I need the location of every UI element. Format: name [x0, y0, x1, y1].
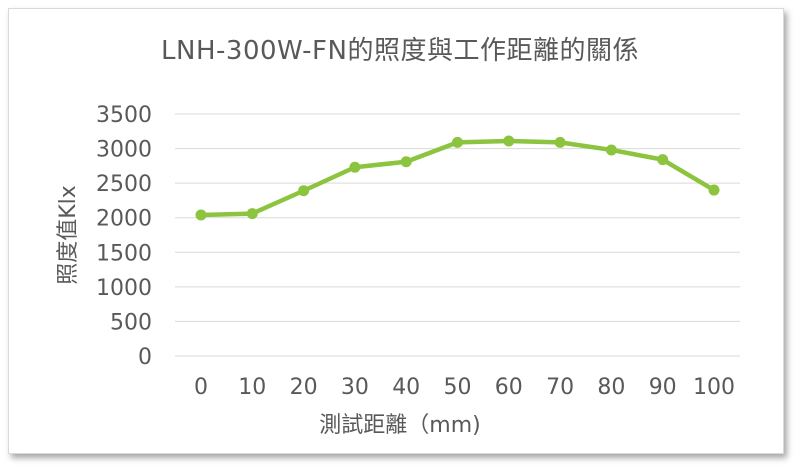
x-tick-label: 70: [546, 375, 574, 400]
y-axis-title: 照度值Klx: [56, 185, 81, 285]
x-tick-labels: 0 10 20 30 40 50 60 70 80 90 100: [194, 375, 735, 400]
data-point: [400, 156, 412, 168]
data-point: [298, 185, 310, 197]
x-tick-label: 90: [649, 375, 677, 400]
y-tick-label: 3000: [96, 138, 152, 163]
x-tick-label: 10: [238, 375, 266, 400]
data-point: [503, 135, 515, 147]
y-tick-label: 3500: [96, 103, 152, 128]
data-point: [605, 144, 617, 156]
data-point: [554, 136, 566, 148]
x-tick-label: 0: [194, 375, 208, 400]
x-axis-title: 測試距離（mm): [319, 413, 480, 438]
data-point: [195, 209, 207, 221]
y-tick-label: 1500: [96, 241, 152, 266]
x-tick-label: 40: [392, 375, 420, 400]
data-point: [452, 136, 463, 148]
x-tick-label: 80: [597, 375, 625, 400]
x-tick-label: 20: [290, 375, 318, 400]
series-layer: [195, 135, 720, 221]
grid-lines: [175, 113, 740, 357]
y-tick-label: 1000: [96, 276, 152, 301]
y-tick-labels: 0 500 1000 1500 2000 2500 3000 3500: [96, 103, 152, 370]
x-tick-label: 100: [693, 375, 735, 400]
y-tick-label: 500: [110, 310, 152, 335]
x-tick-label: 30: [341, 375, 369, 400]
x-tick-label: 50: [444, 375, 472, 400]
data-point: [349, 161, 361, 173]
series-line: [198, 138, 717, 218]
chart-frame: [8, 8, 784, 454]
data-point: [708, 184, 720, 196]
data-point: [246, 208, 258, 220]
chart-title: LNH-300W-FN的照度與工作距離的關係: [161, 36, 639, 66]
data-point: [657, 154, 669, 166]
y-tick-label: 2000: [96, 207, 152, 232]
x-tick-label: 60: [495, 375, 523, 400]
y-tick-label: 2500: [96, 172, 152, 197]
y-tick-label: 0: [138, 345, 152, 370]
